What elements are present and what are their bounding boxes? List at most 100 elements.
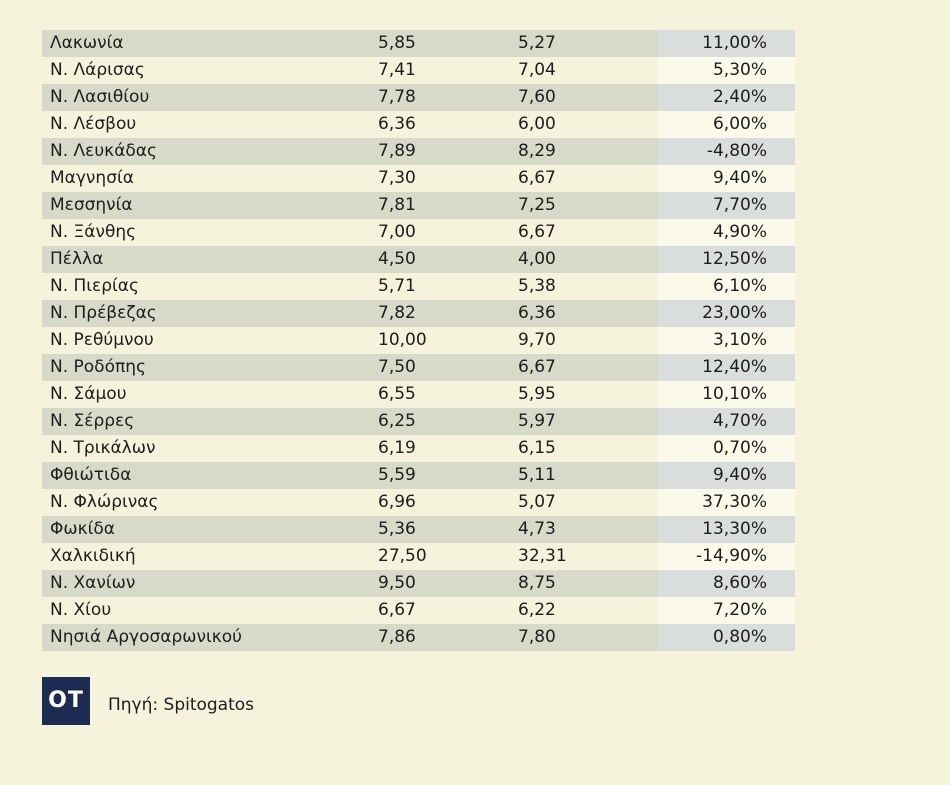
value-2-cell: 5,11 [518,462,658,489]
change-percent-cell: 3,10% [658,327,795,354]
value-2-cell: 5,27 [518,30,658,57]
table-row: Ν. Τρικάλων 6,19 6,15 0,70% [42,435,795,462]
value-1-cell: 7,78 [378,84,518,111]
value-1-cell: 7,50 [378,354,518,381]
change-percent-cell: 7,20% [658,597,795,624]
region-name-cell: Ν. Πρέβεζας [42,300,378,327]
value-2-cell: 4,73 [518,516,658,543]
region-name-cell: Ν. Σάμου [42,381,378,408]
change-percent-cell: 13,30% [658,516,795,543]
value-2-cell: 6,22 [518,597,658,624]
change-percent-cell: 6,00% [658,111,795,138]
value-2-cell: 5,07 [518,489,658,516]
region-name-cell: Λακωνία [42,30,378,57]
region-name-cell: Ν. Τρικάλων [42,435,378,462]
change-percent-cell: 8,60% [658,570,795,597]
table-row: Ν. Σέρρες 6,25 5,97 4,70% [42,408,795,435]
value-1-cell: 6,19 [378,435,518,462]
table-row: Ν. Λάρισας 7,41 7,04 5,30% [42,57,795,84]
region-name-cell: Ν. Ξάνθης [42,219,378,246]
value-2-cell: 7,80 [518,624,658,651]
region-name-cell: Μεσσηνία [42,192,378,219]
value-1-cell: 9,50 [378,570,518,597]
change-percent-cell: 37,30% [658,489,795,516]
value-2-cell: 6,00 [518,111,658,138]
value-1-cell: 7,82 [378,300,518,327]
region-name-cell: Ν. Πιερίας [42,273,378,300]
value-2-cell: 32,31 [518,543,658,570]
value-1-cell: 7,86 [378,624,518,651]
value-1-cell: 6,96 [378,489,518,516]
change-percent-cell: -14,90% [658,543,795,570]
value-2-cell: 5,97 [518,408,658,435]
change-percent-cell: 4,90% [658,219,795,246]
change-percent-cell: 6,10% [658,273,795,300]
value-1-cell: 7,30 [378,165,518,192]
table-row: Λακωνία 5,85 5,27 11,00% [42,30,795,57]
region-name-cell: Ν. Φλώρινας [42,489,378,516]
table-row: Μεσσηνία 7,81 7,25 7,70% [42,192,795,219]
value-2-cell: 5,95 [518,381,658,408]
change-percent-cell: 4,70% [658,408,795,435]
value-2-cell: 6,67 [518,219,658,246]
value-2-cell: 4,00 [518,246,658,273]
region-name-cell: Φθιώτιδα [42,462,378,489]
value-2-cell: 8,29 [518,138,658,165]
region-name-cell: Ν. Σέρρες [42,408,378,435]
table-row: Ν. Ξάνθης 7,00 6,67 4,90% [42,219,795,246]
value-2-cell: 7,04 [518,57,658,84]
value-1-cell: 10,00 [378,327,518,354]
region-name-cell: Ν. Ροδόπης [42,354,378,381]
change-percent-cell: 9,40% [658,165,795,192]
change-percent-cell: 23,00% [658,300,795,327]
region-name-cell: Ν. Λευκάδας [42,138,378,165]
value-1-cell: 5,71 [378,273,518,300]
ot-logo: OT [42,677,90,725]
change-percent-cell: 11,00% [658,30,795,57]
table-row: Χαλκιδική 27,50 32,31 -14,90% [42,543,795,570]
region-name-cell: Νησιά Αργοσαρωνικού [42,624,378,651]
source-note: Πηγή: Spitogatos [108,695,255,715]
table-row: Ν. Χίου 6,67 6,22 7,20% [42,597,795,624]
change-percent-cell: 12,50% [658,246,795,273]
change-percent-cell: 10,10% [658,381,795,408]
table-row: Ν. Λευκάδας 7,89 8,29 -4,80% [42,138,795,165]
value-1-cell: 6,55 [378,381,518,408]
table-row: Φωκίδα 5,36 4,73 13,30% [42,516,795,543]
region-name-cell: Ν. Ρεθύμνου [42,327,378,354]
value-2-cell: 7,60 [518,84,658,111]
table-row: Νησιά Αργοσαρωνικού 7,86 7,80 0,80% [42,624,795,651]
table-row: Ν. Ρεθύμνου 10,00 9,70 3,10% [42,327,795,354]
value-1-cell: 5,59 [378,462,518,489]
table-row: Ν. Πρέβεζας 7,82 6,36 23,00% [42,300,795,327]
value-2-cell: 6,67 [518,165,658,192]
value-1-cell: 7,89 [378,138,518,165]
value-2-cell: 6,15 [518,435,658,462]
table-row: Πέλλα 4,50 4,00 12,50% [42,246,795,273]
value-1-cell: 5,85 [378,30,518,57]
region-name-cell: Ν. Λάρισας [42,57,378,84]
region-name-cell: Ν. Λασιθίου [42,84,378,111]
change-percent-cell: -4,80% [658,138,795,165]
value-2-cell: 9,70 [518,327,658,354]
table-row: Ν. Πιερίας 5,71 5,38 6,10% [42,273,795,300]
table-row: Ν. Λέσβου 6,36 6,00 6,00% [42,111,795,138]
table-row: Φθιώτιδα 5,59 5,11 9,40% [42,462,795,489]
value-2-cell: 6,67 [518,354,658,381]
value-2-cell: 5,38 [518,273,658,300]
value-2-cell: 6,36 [518,300,658,327]
value-1-cell: 7,00 [378,219,518,246]
value-1-cell: 6,67 [378,597,518,624]
table-row: Ν. Σάμου 6,55 5,95 10,10% [42,381,795,408]
change-percent-cell: 2,40% [658,84,795,111]
value-1-cell: 6,25 [378,408,518,435]
region-name-cell: Φωκίδα [42,516,378,543]
value-2-cell: 7,25 [518,192,658,219]
change-percent-cell: 5,30% [658,57,795,84]
change-percent-cell: 9,40% [658,462,795,489]
value-1-cell: 27,50 [378,543,518,570]
change-percent-cell: 7,70% [658,192,795,219]
table-row: Ν. Χανίων 9,50 8,75 8,60% [42,570,795,597]
region-name-cell: Μαγνησία [42,165,378,192]
change-percent-cell: 12,40% [658,354,795,381]
